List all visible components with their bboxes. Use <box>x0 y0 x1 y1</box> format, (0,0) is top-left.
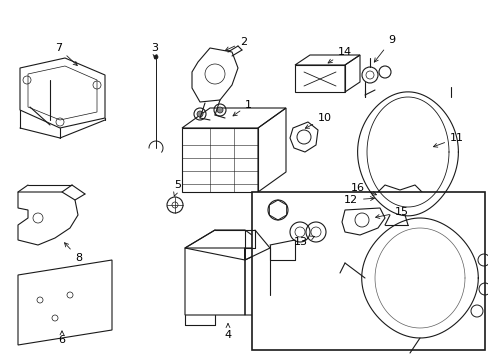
Text: 13: 13 <box>293 236 314 247</box>
Text: 9: 9 <box>373 35 394 62</box>
Text: 4: 4 <box>224 324 231 340</box>
Text: 12: 12 <box>343 195 373 205</box>
Text: 5: 5 <box>173 180 181 196</box>
Text: 1: 1 <box>233 100 251 116</box>
Text: 11: 11 <box>432 133 463 147</box>
Text: 2: 2 <box>225 37 246 50</box>
Text: 16: 16 <box>350 183 376 195</box>
Text: 3: 3 <box>151 43 158 59</box>
Text: 6: 6 <box>59 331 65 345</box>
Text: 10: 10 <box>305 113 331 128</box>
Text: 14: 14 <box>327 47 351 63</box>
Circle shape <box>217 107 223 113</box>
Circle shape <box>154 55 158 59</box>
Text: 15: 15 <box>375 207 408 219</box>
Text: 7: 7 <box>55 43 77 66</box>
Text: 8: 8 <box>64 243 82 263</box>
Circle shape <box>197 111 203 117</box>
Polygon shape <box>251 192 484 350</box>
